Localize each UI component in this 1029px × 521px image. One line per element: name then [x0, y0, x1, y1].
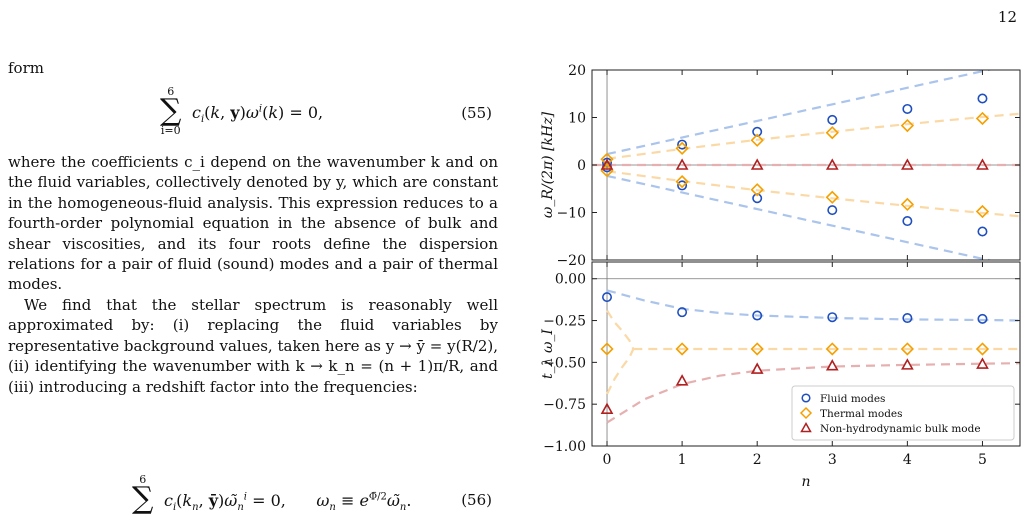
panel-1-diamond-point — [825, 126, 839, 140]
legend-marker-diamond — [799, 406, 813, 420]
panel-1-triangle-point — [750, 158, 764, 170]
panel-2-diamond-point — [825, 342, 839, 356]
panel-2-triangle-point — [825, 359, 839, 371]
panel-2-frame — [591, 261, 1021, 447]
panel-1-ytick-label: 10 — [568, 111, 586, 127]
equation-55-number: (55) — [461, 104, 492, 122]
panel-2-ytick-label: −1.00 — [543, 439, 586, 455]
panel-2-circle-point — [827, 312, 838, 323]
panel-1-ytick-label: −10 — [556, 206, 586, 222]
panel-1-ytick-label: −20 — [556, 253, 586, 269]
panel-1-circle-point — [752, 193, 763, 204]
panel-1-guide-curve-1 — [606, 70, 993, 156]
panel-2-circle-point — [677, 307, 688, 318]
panel-1-diamond-point — [675, 174, 689, 189]
panel-1-circle-point — [902, 103, 913, 114]
panel-1-circle-point — [977, 93, 988, 104]
page-number: 12 — [997, 8, 1017, 26]
equation-56-number: (56) — [461, 491, 492, 509]
panel-2-xtick-label: 4 — [903, 452, 912, 468]
panel-2-triangle-point — [976, 357, 989, 369]
panel-2-diamond-point — [600, 342, 614, 356]
dispersion-figure: −20 −10 0 10 20 ω_R/(2π) [kHz] −1.00 −0.75 −0.50… — [540, 58, 1024, 508]
panel-2-legend-box — [791, 385, 1015, 441]
panel-2-ytick-label: −0.25 — [543, 314, 586, 330]
panel-2-ytick-label: −0.50 — [543, 355, 586, 371]
legend-marker-triangle — [800, 421, 812, 433]
panel-1-circle-point — [827, 205, 838, 216]
panel-1-diamond-point — [675, 141, 689, 156]
paragraph-2: We find that the stellar spectrum is rea… — [8, 296, 498, 396]
panel-2-triangle-point — [750, 362, 764, 374]
panel-1-circle-point — [677, 139, 688, 150]
panel-1-diamond-point — [900, 118, 914, 133]
panel-2-triangle-point — [901, 358, 914, 370]
panel-1-diamond-point — [750, 183, 764, 197]
panel-1-triangle-point — [675, 158, 689, 170]
panel-1-circle-point — [752, 126, 763, 137]
panel-2-guide-curve-5 — [606, 362, 1020, 424]
panel-2-xtick-label: 5 — [978, 452, 987, 468]
panel-2-diamond-point — [900, 342, 914, 356]
panel-2-xtick-label: 2 — [753, 452, 762, 468]
panel-2-guide-curve-1 — [606, 289, 1020, 322]
panel-1-triangle-point — [901, 158, 914, 170]
panel-2-triangle-point — [675, 374, 689, 386]
panel-2-triangle-point — [600, 402, 614, 415]
panel-1-triangle-point — [976, 158, 989, 170]
panel-1-circle-point — [902, 216, 913, 227]
panel-2-circle-point — [977, 313, 988, 324]
panel-2-ylabel: t_λ ω_I — [540, 329, 556, 379]
panel-2-circle-point — [602, 292, 613, 303]
paragraph-1: where the coefficients c_i depend on the… — [8, 153, 498, 294]
panel-1-guide-curve-3 — [606, 112, 1020, 160]
panel-1-guide-curve-4 — [606, 170, 1020, 218]
panel-1-circle-point — [977, 226, 988, 237]
panel-2-diamond-point — [675, 342, 689, 356]
panel-2-guide-curve-4 — [606, 348, 635, 395]
legend-marker-circle — [801, 393, 811, 403]
panel-1-triangle-point — [825, 158, 839, 170]
panel-2-guide-curve-3 — [606, 309, 635, 350]
panel-1-ytick-label: 0 — [577, 158, 586, 174]
panel-2-diamond-point — [750, 342, 764, 356]
panel-1-diamond-point — [975, 111, 990, 126]
panel-1-circle-point — [827, 114, 838, 125]
text-column: form 6 ∑ i=0 ci(k, y)ωi(k) = 0, (55) where… — [8, 59, 498, 516]
panel-2-xtick-label: 1 — [678, 452, 687, 468]
panel-1-circle-point — [677, 180, 688, 191]
panel-1-diamond-point — [900, 197, 914, 212]
panel-2-circle-point — [752, 310, 763, 321]
panel-1-diamond-point — [825, 190, 839, 204]
intro-word: form — [8, 59, 44, 77]
panel-2-ytick-label: 0.00 — [555, 272, 586, 288]
panel-2-diamond-point — [975, 342, 990, 356]
legend-label: Fluid modes — [820, 393, 885, 405]
legend-label: Thermal modes — [820, 408, 903, 420]
panel-2-xtick-label: 0 — [603, 452, 612, 468]
panel-2-xtick-label: 3 — [828, 452, 837, 468]
panel-2-ytick-label: −0.75 — [543, 397, 586, 413]
panel-1-ylabel: ω_R/(2π) [kHz] — [540, 111, 556, 218]
panel-1-ytick-label: 20 — [568, 63, 586, 79]
panel-1-triangle-point — [600, 158, 614, 170]
panel-2-xlabel: n — [801, 474, 810, 490]
panel-2-circle-point — [902, 313, 913, 324]
legend-label: Non-hydrodynamic bulk mode — [820, 423, 981, 435]
panel-1-guide-curve-2 — [606, 174, 993, 260]
panel-1-diamond-point — [975, 204, 990, 219]
panel-1-diamond-point — [750, 133, 764, 147]
